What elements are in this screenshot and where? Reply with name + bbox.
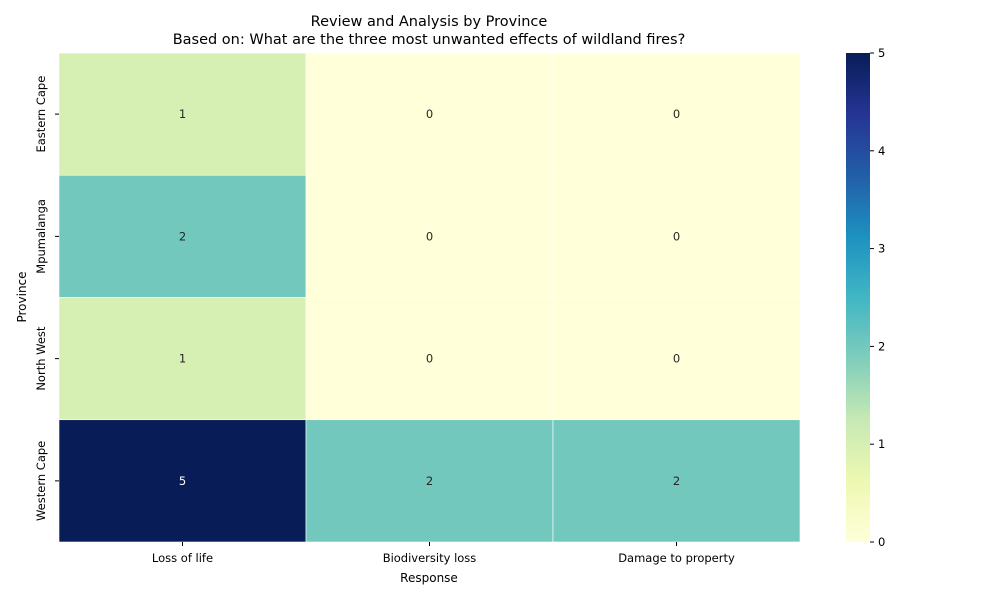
y-axis-ticks: Eastern Cape Mpumalanga North West Western … — [34, 76, 59, 521]
heatmap-cell — [552, 419, 801, 543]
cell-value-label: 2 — [179, 229, 186, 243]
colorbar-tick-label: 0 — [878, 535, 885, 549]
colorbar-tick-label: 5 — [878, 46, 885, 60]
cell-value-label: 5 — [179, 474, 186, 488]
heatmap-cell — [305, 174, 554, 298]
heatmap-cell — [58, 297, 307, 421]
cell-value-label: 0 — [426, 229, 433, 243]
x-tick-label: Damage to property — [618, 551, 735, 565]
heatmap-cell — [58, 52, 307, 176]
heatmap-cell — [58, 419, 307, 543]
cell-value-label: 0 — [426, 352, 433, 366]
heatmap-cell — [552, 52, 801, 176]
heatmap-cells — [58, 52, 801, 543]
x-tick-label: Biodiversity loss — [383, 551, 477, 565]
chart-subtitle: Based on: What are the three most unwant… — [173, 32, 686, 48]
colorbar-tick-label: 4 — [878, 144, 885, 158]
colorbar-tick-label: 3 — [878, 242, 885, 256]
cell-value-label: 0 — [673, 229, 680, 243]
y-tick-label: Mpumalanga — [34, 199, 48, 274]
chart-title: Review and Analysis by Province — [311, 14, 548, 30]
colorbar-tick-label: 2 — [878, 339, 885, 353]
heatmap-cell — [305, 52, 554, 176]
colorbar-gradient — [846, 53, 870, 542]
colorbar: 0 1 2 3 4 5 — [846, 46, 885, 549]
cell-value-label: 0 — [673, 107, 680, 121]
x-axis-label: Response — [400, 571, 458, 585]
cell-value-label: 2 — [426, 474, 433, 488]
y-tick-label: Eastern Cape — [34, 76, 48, 153]
heatmap-cell — [58, 174, 307, 298]
y-axis-label: Province — [15, 271, 29, 322]
cell-value-label: 2 — [673, 474, 680, 488]
cell-value-label: 0 — [673, 352, 680, 366]
x-axis-ticks: Loss of life Biodiversity loss Damage to p… — [152, 542, 735, 565]
heatmap-cell — [305, 297, 554, 421]
cell-value-label: 0 — [426, 107, 433, 121]
y-tick-label: North West — [34, 326, 48, 391]
cell-value-label: 1 — [179, 107, 186, 121]
x-tick-label: Loss of life — [152, 551, 213, 565]
heatmap-cell — [552, 174, 801, 298]
heatmap-cell-labels: 1 0 0 2 0 0 1 0 0 5 2 2 — [179, 107, 680, 488]
cell-value-label: 1 — [179, 352, 186, 366]
y-tick-label: Western Cape — [34, 441, 48, 521]
colorbar-tick-label: 1 — [878, 437, 885, 451]
